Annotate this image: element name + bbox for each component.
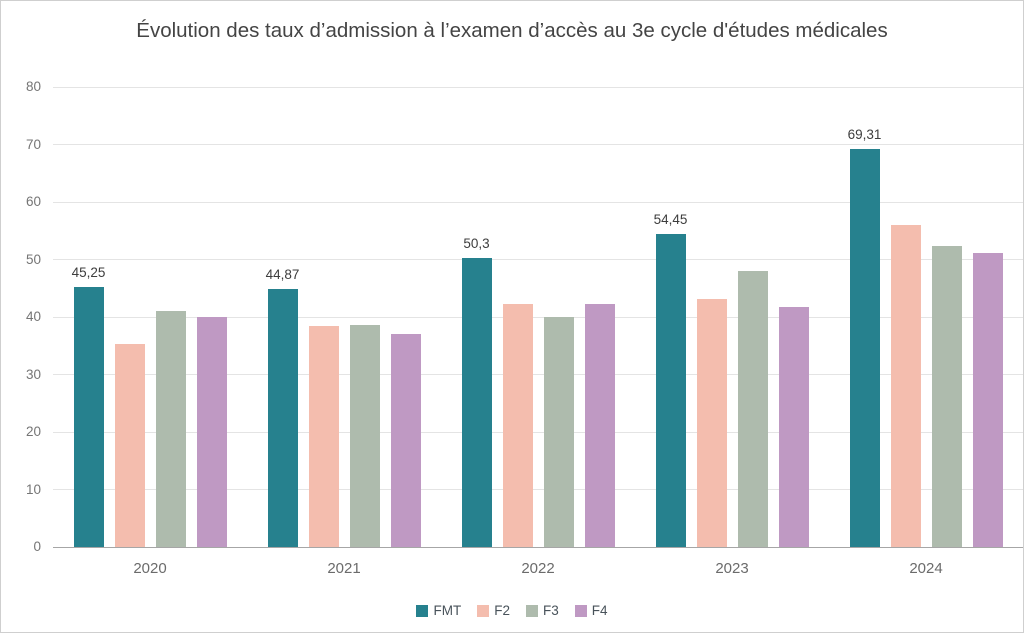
legend-label: F4 [591, 603, 608, 618]
legend-label: F2 [494, 603, 510, 618]
bar-f3-2021 [349, 324, 380, 547]
bar-f3-2022 [543, 317, 574, 547]
bar-f2-2024 [890, 225, 921, 547]
legend-swatch-icon [525, 604, 538, 617]
bar-fmt-2023: 54,45 [654, 212, 687, 547]
bar-f4-2023 [778, 307, 809, 547]
gridline [53, 431, 1023, 433]
plot-area: 0 10 20 30 40 50 60 70 80 45,25 2020 44,87 2021 50,3 2… [26, 79, 1023, 577]
bar-f2-2023 [696, 298, 727, 547]
bar-f4-2020 [196, 317, 227, 547]
bar-f2-2020 [114, 344, 145, 547]
legend-swatch-icon [477, 604, 490, 617]
y-tick-label: 0 [33, 539, 41, 554]
y-tick-label: 10 [25, 481, 41, 497]
gridline [53, 259, 1023, 260]
x-axis-label: 2021 [327, 560, 361, 577]
legend-swatch-icon [574, 604, 587, 617]
x-axis-label: 2022 [521, 560, 555, 577]
legend-swatch-icon [416, 604, 429, 617]
bar-f3-2020 [155, 311, 186, 547]
gridline [53, 144, 1023, 145]
x-axis-label: 2023 [715, 560, 749, 577]
legend-item-fmt: FMT [416, 603, 461, 618]
data-label: 45,25 [71, 264, 106, 280]
bar-f4-2022 [584, 304, 615, 547]
legend-label: F3 [542, 603, 559, 618]
gridline [53, 86, 1023, 88]
legend-item-f2: F2 [477, 603, 510, 618]
bar-fmt-2022: 50,3 [461, 236, 492, 547]
y-tick-label: 50 [25, 251, 41, 267]
data-label: 69,31 [847, 126, 882, 142]
gridline [53, 316, 1023, 318]
bar-f3-2024 [931, 245, 962, 547]
bar-f4-2021 [390, 334, 421, 547]
legend: FMT F2 F3 F4 [1, 603, 1023, 618]
bar-f2-2021 [308, 326, 339, 547]
bar-group-2020: 45,25 2020 [53, 87, 247, 577]
data-label: 54,45 [653, 211, 688, 227]
y-tick-label: 40 [25, 309, 41, 324]
gridline [53, 201, 1023, 203]
bar-fmt-2024: 69,31 [848, 127, 881, 547]
gridline [53, 374, 1023, 375]
bar-groups: 45,25 2020 44,87 2021 50,3 2022 54,45 2023 69,31… [53, 87, 1023, 577]
bar-f4-2024 [972, 252, 1003, 547]
data-label: 44,87 [265, 267, 300, 282]
legend-item-f3: F3 [525, 603, 559, 618]
y-tick-label: 60 [25, 194, 41, 209]
chart-title: Évolution des taux d’admission à l’exame… [136, 19, 888, 42]
legend-label: FMT [433, 603, 462, 618]
bar-group-2023: 54,45 2023 [635, 87, 829, 577]
y-tick-label: 20 [25, 424, 41, 439]
gridline [53, 489, 1023, 490]
bar-group-2021: 44,87 2021 [247, 87, 441, 577]
bar-f3-2023 [737, 271, 768, 547]
bar-f2-2022 [502, 304, 533, 547]
legend-item-f4: F4 [574, 603, 608, 618]
x-axis-baseline [53, 546, 1023, 548]
bar-fmt-2021: 44,87 [266, 267, 299, 547]
data-label: 50,3 [463, 235, 490, 251]
x-axis-label: 2020 [133, 560, 167, 577]
bar-group-2022: 50,3 2022 [441, 87, 635, 577]
y-tick-label: 70 [25, 136, 41, 152]
y-tick-label: 80 [25, 79, 41, 94]
bar-group-2024: 69,31 2024 [829, 87, 1023, 577]
bar-fmt-2020: 45,25 [72, 265, 105, 547]
y-tick-label: 30 [25, 366, 41, 382]
x-axis-label: 2024 [909, 560, 943, 577]
